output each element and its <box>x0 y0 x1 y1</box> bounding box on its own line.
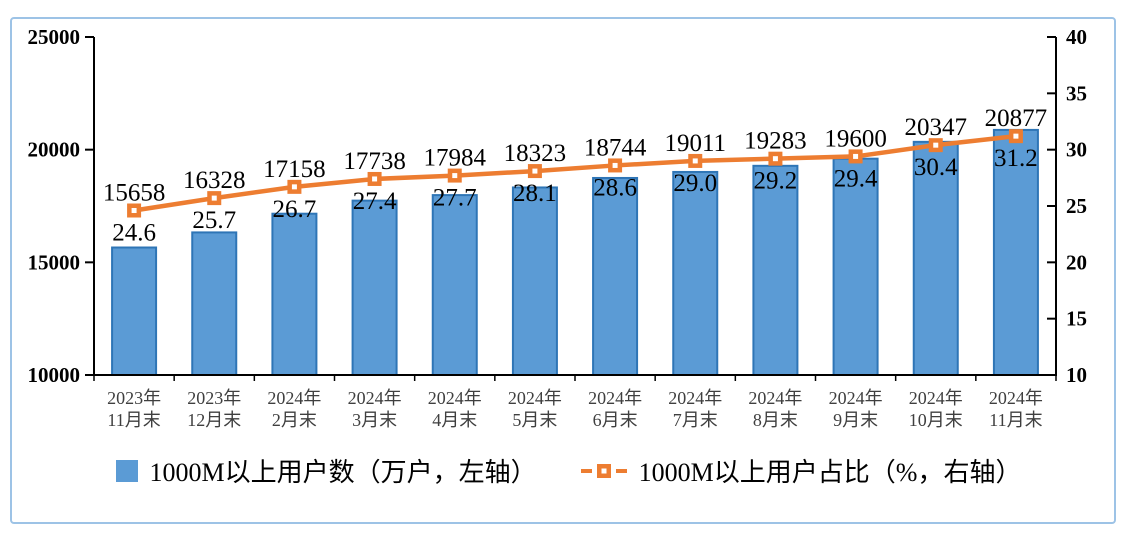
bar-3 <box>351 199 398 376</box>
legend: 1000M以上用户数（万户，左轴） 1000M以上用户占比（%，右轴） <box>0 452 1137 489</box>
line-marker-center-9 <box>853 153 859 159</box>
legend-label-share: 1000M以上用户占比（%，右轴） <box>638 458 1022 487</box>
line-marker-center-0 <box>131 208 137 214</box>
x-label-4: 2024年 4月末 <box>428 388 482 430</box>
x-label-7: 2024年 7月末 <box>668 388 722 430</box>
line-marker-center-11 <box>1013 133 1019 139</box>
x-label-10: 2024年 10月末 <box>909 388 963 430</box>
line-value-label-2: 26.7 <box>273 196 317 223</box>
line-value-label-7: 29.0 <box>673 170 717 197</box>
line-value-label-8: 29.2 <box>754 168 798 195</box>
legend-item-share: 1000M以上用户占比（%，右轴） <box>580 452 1022 489</box>
bar-series-swatch-icon <box>115 459 138 482</box>
frame-border <box>10 17 1116 524</box>
bar-value-label-1: 16328 <box>183 167 246 194</box>
bar-4 <box>431 194 478 376</box>
x-label-3: 2024年 3月末 <box>348 388 402 430</box>
x-label-5: 2024年 5月末 <box>508 388 562 430</box>
bar-value-label-6: 18744 <box>584 134 647 161</box>
x-label-2: 2024年 2月末 <box>267 388 321 430</box>
bar-value-label-7: 19011 <box>664 130 726 157</box>
line-series-swatch-icon <box>580 463 627 478</box>
x-label-11: 2024年 11月末 <box>989 388 1043 430</box>
line-value-label-4: 27.7 <box>433 185 477 212</box>
line-marker-center-2 <box>291 184 297 190</box>
right-tick-label: 20 <box>1066 250 1087 274</box>
line-value-label-9: 29.4 <box>834 165 878 192</box>
right-tick-label: 30 <box>1066 138 1087 162</box>
left-tick-label: 25000 <box>28 25 81 49</box>
left-tick-label: 10000 <box>28 363 81 387</box>
bar-1 <box>191 231 238 376</box>
x-label-6: 2024年 6月末 <box>588 388 642 430</box>
line-marker-center-10 <box>933 142 939 148</box>
right-tick-label: 10 <box>1066 363 1087 387</box>
line-value-label-3: 27.4 <box>353 188 397 215</box>
right-tick-label: 25 <box>1066 194 1087 218</box>
bar-value-label-10: 20347 <box>905 114 968 141</box>
bar-value-label-2: 17158 <box>263 156 326 183</box>
line-value-label-6: 28.6 <box>593 174 637 201</box>
bar-value-label-8: 19283 <box>744 128 807 155</box>
line-marker-center-3 <box>372 176 378 182</box>
bar-2 <box>271 212 318 376</box>
line-value-label-1: 25.7 <box>192 207 236 234</box>
right-tick-label: 35 <box>1066 81 1087 105</box>
legend-item-users: 1000M以上用户数（万户，左轴） <box>115 452 537 489</box>
bar-5 <box>511 186 558 376</box>
bar-0 <box>111 246 158 376</box>
x-label-9: 2024年 9月末 <box>829 388 883 430</box>
bar-value-label-11: 20877 <box>985 105 1048 132</box>
line-marker-center-8 <box>772 156 778 162</box>
bar-8 <box>752 164 799 376</box>
bar-11 <box>992 128 1039 376</box>
bar-value-label-5: 18323 <box>504 140 567 167</box>
left-tick-label: 15000 <box>28 250 81 274</box>
line-value-label-10: 30.4 <box>914 154 958 181</box>
right-tick-label: 40 <box>1066 25 1087 49</box>
line-value-label-0: 24.6 <box>112 220 156 247</box>
x-label-0: 2023年 11月末 <box>107 388 161 430</box>
bar-value-label-4: 17984 <box>424 145 487 172</box>
line-marker-center-6 <box>612 162 618 168</box>
line-marker-center-5 <box>532 168 538 174</box>
right-tick-label: 15 <box>1066 307 1087 331</box>
bar-value-label-3: 17738 <box>343 148 406 175</box>
bar-value-label-9: 19600 <box>824 125 887 152</box>
line-marker-center-7 <box>692 158 698 164</box>
line-marker-center-1 <box>211 195 217 201</box>
bar-10 <box>912 140 959 376</box>
x-label-8: 2024年 8月末 <box>748 388 802 430</box>
line-marker-center-4 <box>452 173 458 179</box>
line-value-label-5: 28.1 <box>513 180 557 207</box>
legend-label-users: 1000M以上用户数（万户，左轴） <box>149 458 537 487</box>
line-series <box>133 133 1017 213</box>
bar-6 <box>592 176 639 376</box>
bar-value-label-0: 15658 <box>103 180 166 207</box>
line-value-label-11: 31.2 <box>994 145 1038 172</box>
left-tick-label: 20000 <box>28 138 81 162</box>
bar-7 <box>672 170 719 376</box>
x-label-1: 2023年 12月末 <box>187 388 241 430</box>
